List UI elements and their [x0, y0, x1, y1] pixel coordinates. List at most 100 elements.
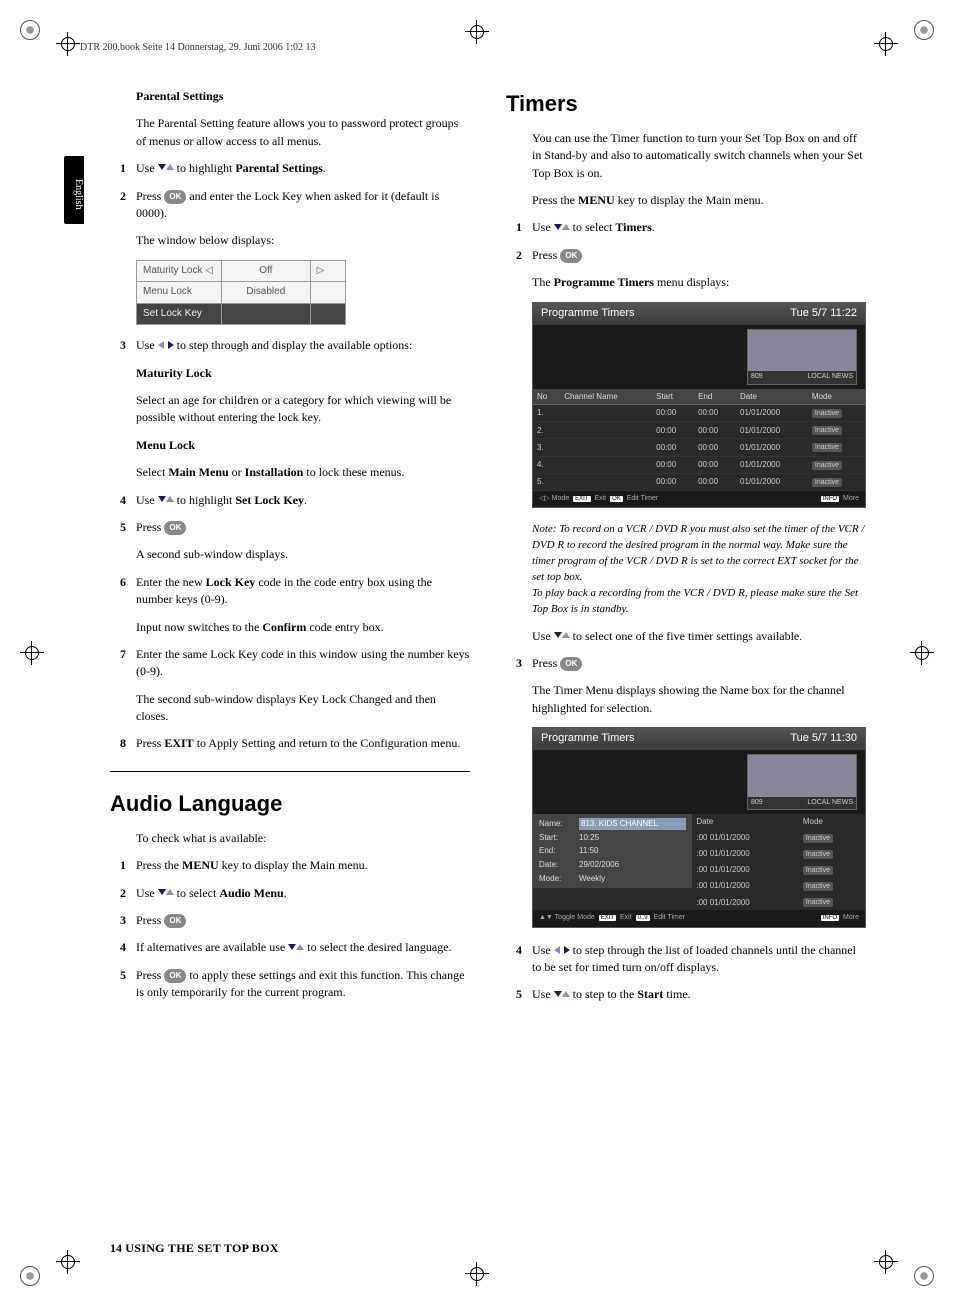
- menu-lock-block: Menu Lock Select Main Menu or Installati…: [136, 437, 470, 482]
- step-number: 1: [110, 857, 126, 874]
- tv-header: Programme TimersTue 5/7 11:30: [533, 728, 865, 750]
- ok-icon: OK: [164, 914, 186, 928]
- crop-mark: [20, 1266, 40, 1286]
- step-body: Use to step to the Start time.: [532, 986, 866, 1003]
- step-8: 8 Press EXIT to Apply Setting and return…: [110, 735, 470, 752]
- step-number: 1: [506, 219, 522, 236]
- updown-icon: [158, 496, 174, 506]
- tv-preview-bar: 809LOCAL NEWS: [748, 371, 856, 383]
- timer-step-1: 1 Use to select Timers.: [506, 219, 866, 236]
- timers-heading: Timers: [506, 88, 866, 120]
- tv-preview: 809LOCAL NEWS: [533, 750, 865, 814]
- tv-preview-box: 809LOCAL NEWS: [747, 329, 857, 385]
- step-body: If alternatives are available use to sel…: [136, 939, 470, 956]
- audio-language-heading: Audio Language: [110, 788, 470, 820]
- vcr-note: Note: To record on a VCR / DVD R you mus…: [532, 522, 866, 618]
- updown-icon: [158, 164, 174, 174]
- step-number: 3: [110, 337, 126, 354]
- timer-step-3: 3 Press OK: [506, 655, 866, 672]
- leftright-icon: [554, 946, 570, 956]
- parental-intro: The Parental Setting feature allows you …: [136, 115, 470, 150]
- step-number: 4: [506, 942, 522, 977]
- parental-menu-table: Maturity Lock ◁Off▷ Menu LockDisabled Se…: [136, 260, 346, 326]
- tv-right-list: DateMode :00 01/01/2000Inactive :00 01/0…: [692, 814, 865, 910]
- step-body: Use to select Audio Menu.: [136, 885, 470, 902]
- updown-icon: [158, 889, 174, 899]
- crop-mark: [914, 1266, 934, 1286]
- tv-footer: ▲▼ Toggle Mode EXIT Exit 0..9 Edit Timer…: [533, 910, 865, 926]
- maturity-lock-text: Select an age for children or a category…: [136, 392, 470, 427]
- menu-lock-heading: Menu Lock: [136, 437, 470, 454]
- step-number: 5: [110, 519, 126, 536]
- content: Parental Settings The Parental Setting f…: [110, 88, 866, 1236]
- step-number: 4: [110, 492, 126, 509]
- step-body: Use to step through the list of loaded c…: [532, 942, 866, 977]
- step-body: Use to highlight Set Lock Key.: [136, 492, 470, 509]
- timers-table: NoChannel NameStartEndDateMode 1.00:0000…: [533, 389, 865, 491]
- registration-mark: [56, 32, 80, 56]
- window-displays-text: The window below displays:: [136, 232, 470, 249]
- step-body: Press OK and enter the Lock Key when ask…: [136, 188, 470, 223]
- step-body: Enter the new Lock Key code in the code …: [136, 574, 470, 609]
- crop-mark: [20, 20, 40, 40]
- step-number: 3: [506, 655, 522, 672]
- registration-mark: [874, 32, 898, 56]
- timers-intro: You can use the Timer function to turn y…: [532, 130, 866, 182]
- page: DTR 200.book Seite 14 Donnerstag, 29. Ju…: [0, 0, 954, 1306]
- tv-lower: Name:813. KIDS CHANNEL Start:10:25 End:1…: [533, 814, 865, 910]
- tv-preview-bar: 809LOCAL NEWS: [748, 797, 856, 809]
- programme-timers-screenshot-2: Programme TimersTue 5/7 11:30 809LOCAL N…: [532, 727, 866, 927]
- step-number: 4: [110, 939, 126, 956]
- step-4: 4 Use to highlight Set Lock Key.: [110, 492, 470, 509]
- registration-mark: [20, 641, 44, 665]
- programme-timers-screenshot-1: Programme TimersTue 5/7 11:22 809LOCAL N…: [532, 302, 866, 508]
- step-3: 3 Use to step through and display the av…: [110, 337, 470, 354]
- maturity-lock-heading: Maturity Lock: [136, 365, 470, 382]
- audio-step-4: 4 If alternatives are available use to s…: [110, 939, 470, 956]
- right-column: Timers You can use the Timer function to…: [506, 88, 866, 1236]
- tv-edit-panel: Name:813. KIDS CHANNEL Start:10:25 End:1…: [533, 814, 692, 910]
- registration-mark: [465, 1262, 489, 1286]
- maturity-lock-block: Maturity Lock Select an age for children…: [136, 365, 470, 427]
- step-body: Use to step through and display the avai…: [136, 337, 470, 354]
- registration-mark: [910, 641, 934, 665]
- step-5: 5 Press OK: [110, 519, 470, 536]
- audio-step-1: 1 Press the MENU key to display the Main…: [110, 857, 470, 874]
- updown-icon: [554, 632, 570, 642]
- step-number: 8: [110, 735, 126, 752]
- divider: [110, 771, 470, 772]
- step-number: 2: [110, 885, 126, 902]
- step-number: 2: [506, 247, 522, 264]
- use-select-text: Use to select one of the five timer sett…: [532, 628, 866, 645]
- step-2: 2 Press OK and enter the Lock Key when a…: [110, 188, 470, 223]
- audio-step-5: 5 Press OK to apply these settings and e…: [110, 967, 470, 1002]
- ok-icon: OK: [164, 521, 186, 535]
- step-body: Press OK: [532, 655, 866, 672]
- tv-footer: ◁▷ Mode EXIT Exit OK Edit TimerINFO More: [533, 491, 865, 507]
- confirm-text: Input now switches to the Confirm code e…: [136, 619, 470, 636]
- updown-icon: [554, 224, 570, 234]
- registration-mark: [874, 1250, 898, 1274]
- updown-icon: [554, 991, 570, 1001]
- crop-mark: [914, 20, 934, 40]
- step-body: Press OK: [136, 519, 470, 536]
- step-body: Press EXIT to Apply Setting and return t…: [136, 735, 470, 752]
- ok-icon: OK: [560, 657, 582, 671]
- step-7: 7 Enter the same Lock Key code in this w…: [110, 646, 470, 681]
- timer-step-4: 4 Use to step through the list of loaded…: [506, 942, 866, 977]
- tv-preview-image: [748, 755, 856, 797]
- step-number: 3: [110, 912, 126, 929]
- parental-settings-heading: Parental Settings: [136, 88, 470, 105]
- footer-title: USING THE SET TOP BOX: [122, 1241, 279, 1255]
- left-column: Parental Settings The Parental Setting f…: [110, 88, 470, 1236]
- step-number: 1: [110, 160, 126, 177]
- step-1: 1 Use to highlight Parental Settings.: [110, 160, 470, 177]
- step-6: 6 Enter the new Lock Key code in the cod…: [110, 574, 470, 609]
- tv-preview-image: [748, 330, 856, 372]
- timer-step-2: 2 Press OK: [506, 247, 866, 264]
- language-tab: English: [64, 156, 84, 224]
- step-number: 6: [110, 574, 126, 609]
- page-header-meta: DTR 200.book Seite 14 Donnerstag, 29. Ju…: [80, 42, 316, 53]
- step-body: Press the MENU key to display the Main m…: [136, 857, 470, 874]
- ok-icon: OK: [164, 190, 186, 204]
